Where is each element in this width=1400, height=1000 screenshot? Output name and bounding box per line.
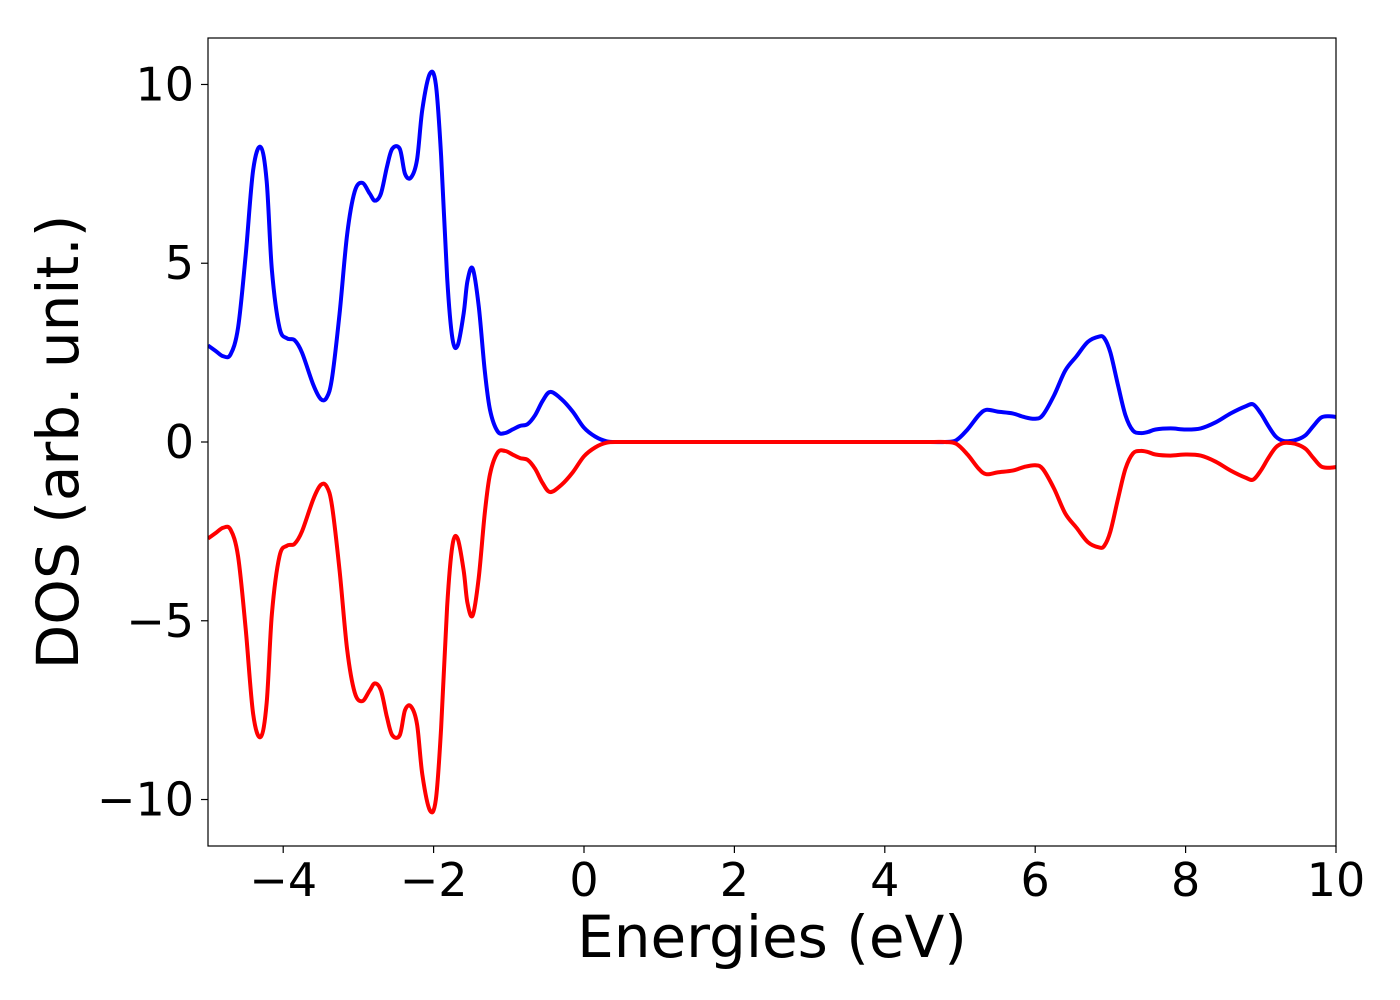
x-tick-label: 6 — [1021, 853, 1050, 907]
y-axis-title: DOS (arb. unit.) — [24, 215, 92, 670]
x-tick-label: 2 — [720, 853, 749, 907]
y-tick-label: 5 — [165, 236, 194, 290]
series-line-1 — [208, 439, 1336, 815]
x-tick-label: −4 — [249, 853, 317, 907]
x-tick-label: −2 — [400, 853, 468, 907]
series-layer — [208, 69, 1336, 815]
y-tick-label: −10 — [97, 773, 194, 827]
x-tick-label: 4 — [870, 853, 899, 907]
x-tick-label: 10 — [1307, 853, 1366, 907]
x-tick-label: 8 — [1171, 853, 1200, 907]
y-axis: −10 −5 0 5 10 — [97, 57, 208, 827]
y-tick-label: 0 — [165, 415, 194, 469]
y-tick-label: −5 — [126, 594, 194, 648]
x-axis: −4 −2 0 2 4 6 8 10 — [249, 846, 1365, 907]
x-axis-title: Energies (eV) — [577, 903, 967, 971]
series-line-0 — [208, 69, 1336, 445]
y-tick-label: 10 — [135, 57, 194, 111]
x-tick-label: 0 — [569, 853, 598, 907]
